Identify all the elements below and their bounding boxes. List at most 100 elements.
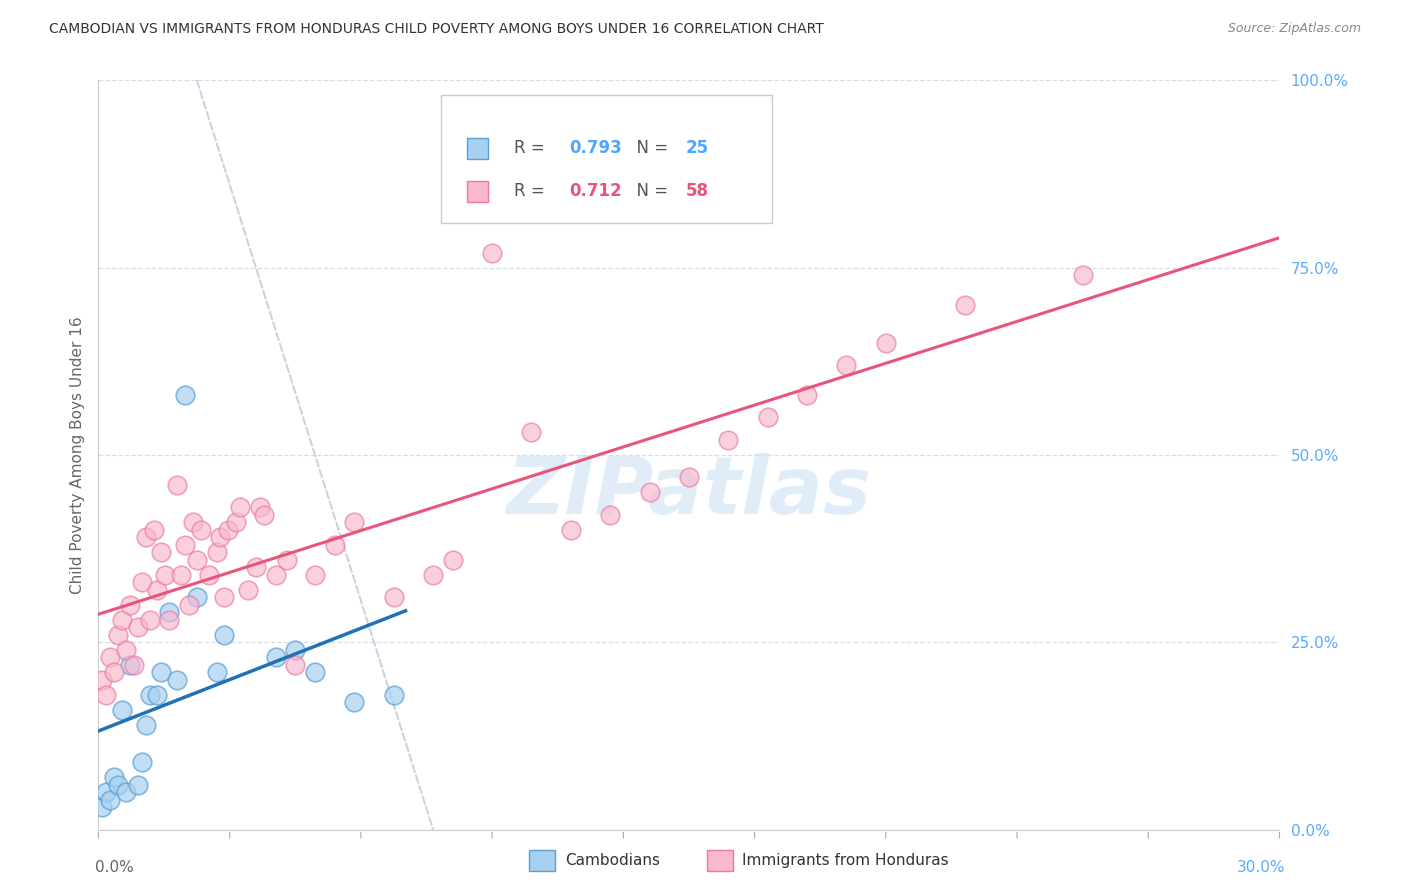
Point xyxy=(181,516,204,530)
Point xyxy=(343,516,366,530)
Text: R =: R = xyxy=(515,182,550,200)
Point xyxy=(953,298,976,312)
Point xyxy=(382,688,405,702)
Point xyxy=(174,538,197,552)
Point xyxy=(157,605,180,619)
Point xyxy=(98,650,121,665)
Text: R =: R = xyxy=(515,139,550,158)
Point xyxy=(107,628,129,642)
Point xyxy=(205,545,228,559)
Point xyxy=(481,245,503,260)
Point xyxy=(276,553,298,567)
Point xyxy=(186,553,208,567)
Point xyxy=(209,530,232,544)
Point xyxy=(177,598,200,612)
Point xyxy=(264,567,287,582)
Point xyxy=(520,425,543,440)
Point xyxy=(638,485,661,500)
Point xyxy=(170,567,193,582)
Point xyxy=(1071,268,1094,282)
Point xyxy=(131,575,153,590)
Point xyxy=(343,695,366,709)
Bar xyxy=(530,850,555,871)
Point xyxy=(96,785,118,799)
Point xyxy=(422,567,444,582)
Point xyxy=(111,703,134,717)
Point xyxy=(115,642,138,657)
Point xyxy=(138,688,160,702)
Point xyxy=(150,545,173,559)
Bar xyxy=(467,138,488,159)
Point xyxy=(717,433,740,447)
Point xyxy=(127,620,149,634)
Point xyxy=(96,688,118,702)
Point xyxy=(875,335,897,350)
Text: 25: 25 xyxy=(685,139,709,158)
Point xyxy=(138,613,160,627)
Point xyxy=(107,778,129,792)
Bar xyxy=(467,181,488,202)
Text: 0.712: 0.712 xyxy=(569,182,623,200)
Point xyxy=(103,770,125,784)
Point xyxy=(249,500,271,515)
Point xyxy=(214,628,236,642)
Point xyxy=(131,755,153,769)
Text: Cambodians: Cambodians xyxy=(565,853,659,868)
Point xyxy=(157,613,180,627)
Point xyxy=(304,665,326,680)
Point xyxy=(135,530,157,544)
Text: 0.793: 0.793 xyxy=(569,139,623,158)
Point xyxy=(122,657,145,672)
Point xyxy=(835,358,858,372)
Text: 30.0%: 30.0% xyxy=(1237,860,1285,874)
Point xyxy=(229,500,252,515)
Point xyxy=(186,591,208,605)
Text: 0.0%: 0.0% xyxy=(94,860,134,874)
Point xyxy=(115,785,138,799)
Text: Immigrants from Honduras: Immigrants from Honduras xyxy=(742,853,949,868)
Point xyxy=(284,642,307,657)
Point xyxy=(236,582,259,597)
Text: Source: ZipAtlas.com: Source: ZipAtlas.com xyxy=(1227,22,1361,36)
Bar xyxy=(707,850,733,871)
Text: N =: N = xyxy=(626,182,673,200)
Point xyxy=(146,582,169,597)
Point xyxy=(91,673,114,687)
Point xyxy=(382,591,405,605)
Text: N =: N = xyxy=(626,139,673,158)
Point xyxy=(166,673,188,687)
Text: CAMBODIAN VS IMMIGRANTS FROM HONDURAS CHILD POVERTY AMONG BOYS UNDER 16 CORRELAT: CAMBODIAN VS IMMIGRANTS FROM HONDURAS CH… xyxy=(49,22,824,37)
Point xyxy=(796,388,818,402)
Point xyxy=(111,613,134,627)
Point xyxy=(155,567,177,582)
Point xyxy=(197,567,219,582)
Point xyxy=(127,778,149,792)
Point xyxy=(245,560,267,574)
Point xyxy=(217,523,239,537)
Point xyxy=(91,800,114,814)
Point xyxy=(166,478,188,492)
Point xyxy=(150,665,173,680)
Point xyxy=(284,657,307,672)
Point xyxy=(205,665,228,680)
Point xyxy=(323,538,346,552)
Point xyxy=(441,553,464,567)
Point xyxy=(98,792,121,806)
Point xyxy=(146,688,169,702)
Point xyxy=(560,523,582,537)
Y-axis label: Child Poverty Among Boys Under 16: Child Poverty Among Boys Under 16 xyxy=(69,316,84,594)
Point xyxy=(756,410,779,425)
Point xyxy=(253,508,276,522)
Point xyxy=(304,567,326,582)
Point xyxy=(118,598,141,612)
Point xyxy=(264,650,287,665)
Point xyxy=(214,591,236,605)
FancyBboxPatch shape xyxy=(441,95,772,223)
Point xyxy=(678,470,700,484)
Point xyxy=(135,717,157,731)
Point xyxy=(190,523,212,537)
Point xyxy=(118,657,141,672)
Point xyxy=(174,388,197,402)
Point xyxy=(103,665,125,680)
Text: ZIPatlas: ZIPatlas xyxy=(506,453,872,532)
